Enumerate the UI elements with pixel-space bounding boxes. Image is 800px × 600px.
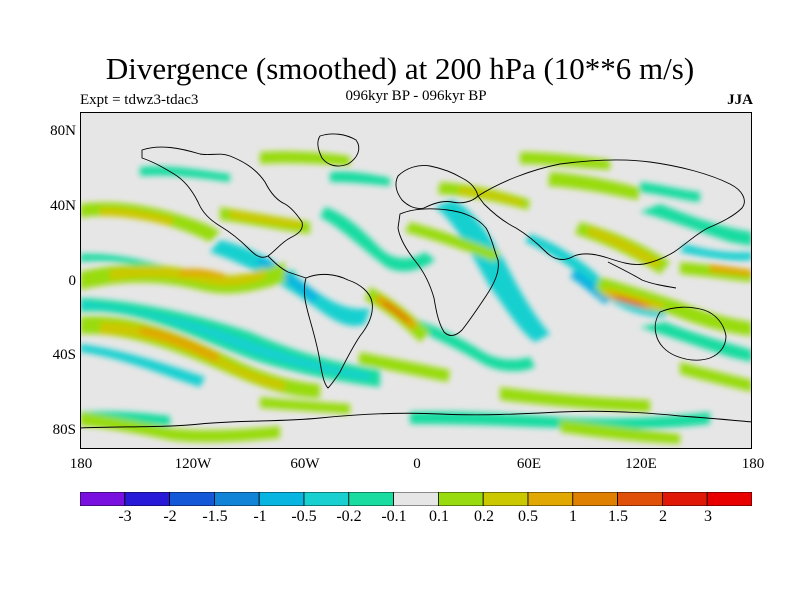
colorbar [80,492,752,506]
colorbar-box [662,492,708,506]
field-band [500,387,650,412]
field-band [680,244,752,261]
coastline-asia [477,159,745,265]
colorbar-label: -3 [118,508,132,525]
coastline-north-america [141,146,303,258]
field-band [100,322,285,390]
field-band [80,302,370,380]
field-band [400,314,535,372]
colorbar-label: -1 [253,508,267,525]
coastline-greenland [317,133,360,167]
season-label: JJA [727,92,753,108]
field-band [100,207,175,226]
field-band [586,227,662,268]
divergence-map [80,112,752,449]
colorbar-box [393,492,439,506]
field-band [260,397,350,414]
colorbar-box [482,492,529,506]
colorbar-label: -0.2 [336,508,362,525]
lon-tick-60e: 60E [516,456,542,472]
field-band [640,322,752,362]
field-band [560,420,680,444]
lon-tick-120w: 120W [174,456,212,472]
plot-subtitle: 096kyr BP - 096kyr BP [345,88,487,104]
colorbar-box [213,492,260,506]
divergence-field [80,151,752,444]
lon-tick-0: 0 [413,456,421,472]
field-band [230,210,302,228]
colorbar-label: 3 [704,508,712,525]
lat-tick-0: 0 [68,273,77,289]
colorbar-box [572,492,618,506]
coastline-south-america [303,273,373,389]
colorbar-box [348,492,394,506]
colorbar-label: 0.2 [474,508,494,525]
plot-title: Divergence (smoothed) at 200 hPa (10**6 … [105,51,695,86]
field-band [548,172,640,200]
colorbar-label: 1 [569,508,577,525]
field-band [640,204,752,246]
lon-tick-180w: 180 [69,456,93,472]
colorbar-label: -0.5 [291,508,317,525]
lat-tick-80s: 80S [52,422,76,438]
field-band [330,171,390,186]
field-band [260,151,350,166]
field-band [710,264,752,276]
colorbar-label: -2 [163,508,177,525]
lon-tick-120e: 120E [625,456,657,472]
coastline-europe [395,165,479,209]
lat-tick-40s: 40S [52,347,76,363]
colorbar-box [617,492,663,506]
colorbar-box [706,492,752,506]
field-band [140,166,230,182]
colorbar-label: 2 [659,508,667,525]
coastline-southeast-asia [607,261,677,289]
field-band [180,268,225,278]
colorbar-label: -1.5 [202,508,228,525]
colorbar-label: -0.1 [381,508,407,525]
colorbar-box [437,492,484,506]
coastline-africa [397,208,499,337]
colorbar-box [80,492,126,506]
field-band [80,344,205,387]
colorbar-label: 0.5 [518,508,538,525]
field-band [405,222,500,262]
coastline-antarctica [80,410,752,429]
field-band [458,187,525,206]
field-band [640,182,700,202]
field-band [140,326,220,362]
coastline-australia [654,306,727,361]
field-band [80,412,280,443]
coastlines [80,133,752,429]
field-band [435,200,550,342]
field-band [680,362,752,392]
colorbar-box [303,492,350,506]
field-band [320,207,435,272]
coastline-central-america [267,255,307,279]
colorbar-box [124,492,170,506]
map-frame [80,112,752,449]
colorbar-box [527,492,574,506]
field-band [382,300,410,323]
field-band [520,152,610,170]
colorbar-label: 1.5 [608,508,628,525]
colorbar-box [258,492,305,506]
lon-tick-180e: 180 [741,456,765,472]
colorbar-box [169,492,215,506]
lat-tick-80n: 80N [50,123,76,139]
lat-tick-40n: 40N [50,198,76,214]
colorbar-label: 0.1 [429,508,449,525]
lon-tick-60w: 60W [290,456,320,472]
field-band [525,234,665,317]
experiment-label: Expt = tdwz3-tdac3 [80,92,199,108]
field-band [358,352,450,382]
field-band [619,297,640,306]
field-band [110,266,265,286]
field-band [570,270,612,304]
field-band [595,277,752,336]
